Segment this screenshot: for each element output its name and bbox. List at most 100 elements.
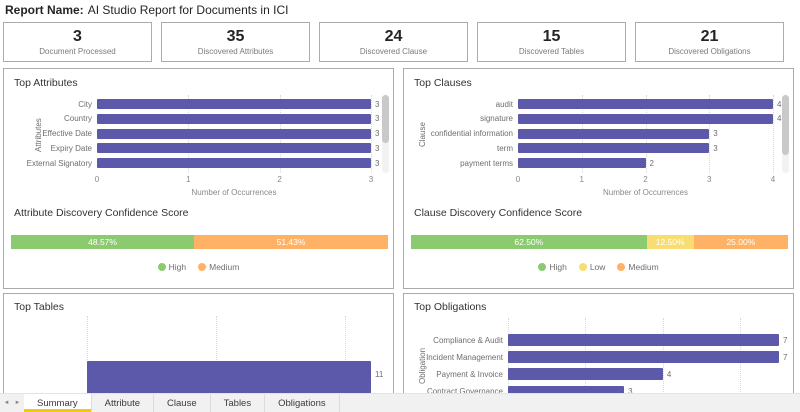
legend-item-high[interactable]: High — [538, 262, 567, 272]
legend-item-medium[interactable]: Medium — [198, 262, 239, 272]
gridline — [709, 95, 711, 173]
tab-tables[interactable]: Tables — [211, 394, 266, 412]
panel-clauses: Top Clauses Clause audit 4 signature 4 confi… — [403, 68, 794, 289]
category-label: Country — [63, 114, 92, 124]
tab-attribute[interactable]: Attribute — [92, 394, 155, 412]
tab-summary[interactable]: Summary — [24, 394, 92, 412]
bar-incident-management[interactable] — [508, 351, 779, 364]
legend-label: Low — [589, 262, 606, 272]
value-label: 3 — [375, 114, 380, 124]
bar-expiry-date[interactable] — [97, 143, 371, 154]
tick-label: 0 — [515, 175, 521, 184]
bar-term[interactable] — [518, 143, 710, 154]
tick-label: 1 — [579, 175, 584, 184]
category-label: Effective Date — [42, 129, 92, 139]
legend-dot — [198, 263, 207, 271]
bar-country[interactable] — [97, 113, 371, 124]
bar-payment-terms[interactable] — [518, 158, 646, 169]
segment-medium[interactable]: 25.00% — [693, 235, 788, 249]
kpi-value: 3 — [73, 28, 82, 45]
clause-confidence-legend: High Low Medium — [404, 262, 793, 272]
bar-confidential-information[interactable] — [518, 128, 710, 139]
legend-item-low[interactable]: Low — [578, 262, 606, 272]
kpi-label: Discovered Clause — [359, 47, 428, 56]
value-label: 4 — [777, 114, 782, 124]
page-tab-bar: ◄ ► Summary Attribute Clause Tables Obligati… — [0, 393, 800, 412]
value-label: 4 — [666, 369, 672, 379]
report-header: Report Name: AI Studio Report for Documen… — [5, 3, 288, 17]
next-page-icon[interactable]: ► — [14, 400, 21, 406]
legend-label: High — [168, 262, 187, 272]
scrollbar-thumb[interactable] — [382, 95, 389, 143]
scrollbar[interactable] — [782, 95, 789, 173]
active-tab-underline — [24, 409, 91, 412]
kpi-label: Discovered Obligations — [668, 47, 751, 56]
kpi-label: Discovered Tables — [518, 47, 585, 56]
legend-item-medium[interactable]: Medium — [617, 262, 659, 272]
category-label: signature — [480, 114, 513, 124]
category-label: City — [78, 99, 92, 109]
value-label: 7 — [783, 352, 788, 362]
attribute-confidence-legend: High Medium — [4, 262, 393, 272]
report-title: AI Studio Report for Documents in ICI — [87, 3, 289, 17]
chart-title-attribute-confidence: Attribute Discovery Confidence Score — [14, 207, 189, 219]
value-label: 11 — [375, 370, 384, 379]
chart-title-clause-confidence: Clause Discovery Confidence Score — [414, 207, 583, 219]
category-label: Payment & Invoice — [436, 369, 503, 379]
tick-label: 3 — [707, 175, 712, 184]
scrollbar[interactable] — [382, 95, 389, 173]
kpi-value: 35 — [226, 28, 245, 45]
category-label: Contract Governance — [426, 387, 503, 397]
gridline — [508, 318, 509, 411]
kpi-card-discovered-tables: 15 Discovered Tables — [477, 22, 626, 62]
kpi-value: 15 — [542, 28, 561, 45]
legend-dot — [538, 263, 547, 271]
segment-medium[interactable]: 51.43% — [194, 235, 388, 249]
category-label: confidential information — [430, 129, 513, 139]
chart-title-top-obligations: Top Obligations — [414, 301, 487, 313]
tab-clause[interactable]: Clause — [154, 394, 211, 412]
value-label: 3 — [375, 158, 380, 168]
scrollbar-thumb[interactable] — [782, 95, 789, 155]
segment-high[interactable]: 62.50% — [411, 235, 647, 249]
bar-city[interactable] — [97, 99, 371, 109]
segment-high[interactable]: 48.57% — [11, 235, 195, 249]
top-obligations-plot: Compliance & Audit 7 Incident Management 7 P… — [404, 294, 793, 411]
kpi-value: 21 — [700, 28, 719, 45]
kpi-card-discovered-clause: 24 Discovered Clause — [319, 22, 468, 62]
gridline — [371, 95, 372, 173]
category-label: Compliance & Audit — [433, 335, 503, 345]
category-label: Incident Management — [426, 352, 503, 362]
prev-page-icon[interactable]: ◄ — [3, 400, 10, 406]
gridline — [662, 318, 664, 411]
category-label: payment terms — [460, 158, 513, 168]
top-clauses-plot: audit 4 signature 4 confidential information… — [404, 69, 793, 288]
legend-dot — [578, 263, 587, 271]
category-label: audit — [495, 99, 513, 109]
bar-signature[interactable] — [518, 113, 773, 124]
legend-label: Medium — [209, 262, 240, 272]
report-name-label: Report Name: — [5, 3, 84, 17]
bar-compliance-audit[interactable] — [508, 334, 779, 346]
page-nav: ◄ ► — [0, 394, 24, 412]
value-label: 3 — [375, 143, 380, 153]
gridline — [773, 95, 774, 173]
tick-label: 0 — [94, 175, 100, 184]
kpi-card-document-processed: 3 Document Processed — [3, 22, 152, 62]
tab-obligations[interactable]: Obligations — [265, 394, 340, 412]
top-attributes-plot: City 3 Country 3 Effective Date 3 Expiry Date 3… — [4, 69, 393, 288]
bar-effective-date[interactable] — [97, 128, 371, 139]
bar-payment-invoice[interactable] — [508, 368, 663, 381]
legend-item-high[interactable]: High — [157, 262, 187, 272]
value-label: 3 — [628, 387, 633, 397]
bar-external-signatory[interactable] — [97, 158, 371, 169]
panel-obligations: Top Obligations Obligation Compliance & … — [403, 293, 794, 412]
segment-low[interactable]: 12.50% — [646, 235, 694, 249]
tick-label: 1 — [186, 175, 191, 184]
attribute-confidence-bar: 48.57% 51.43% — [11, 235, 388, 249]
bar-audit[interactable] — [518, 99, 773, 109]
category-label: External Signatory — [26, 158, 92, 168]
kpi-label: Document Processed — [39, 47, 116, 56]
kpi-value: 24 — [384, 28, 403, 45]
